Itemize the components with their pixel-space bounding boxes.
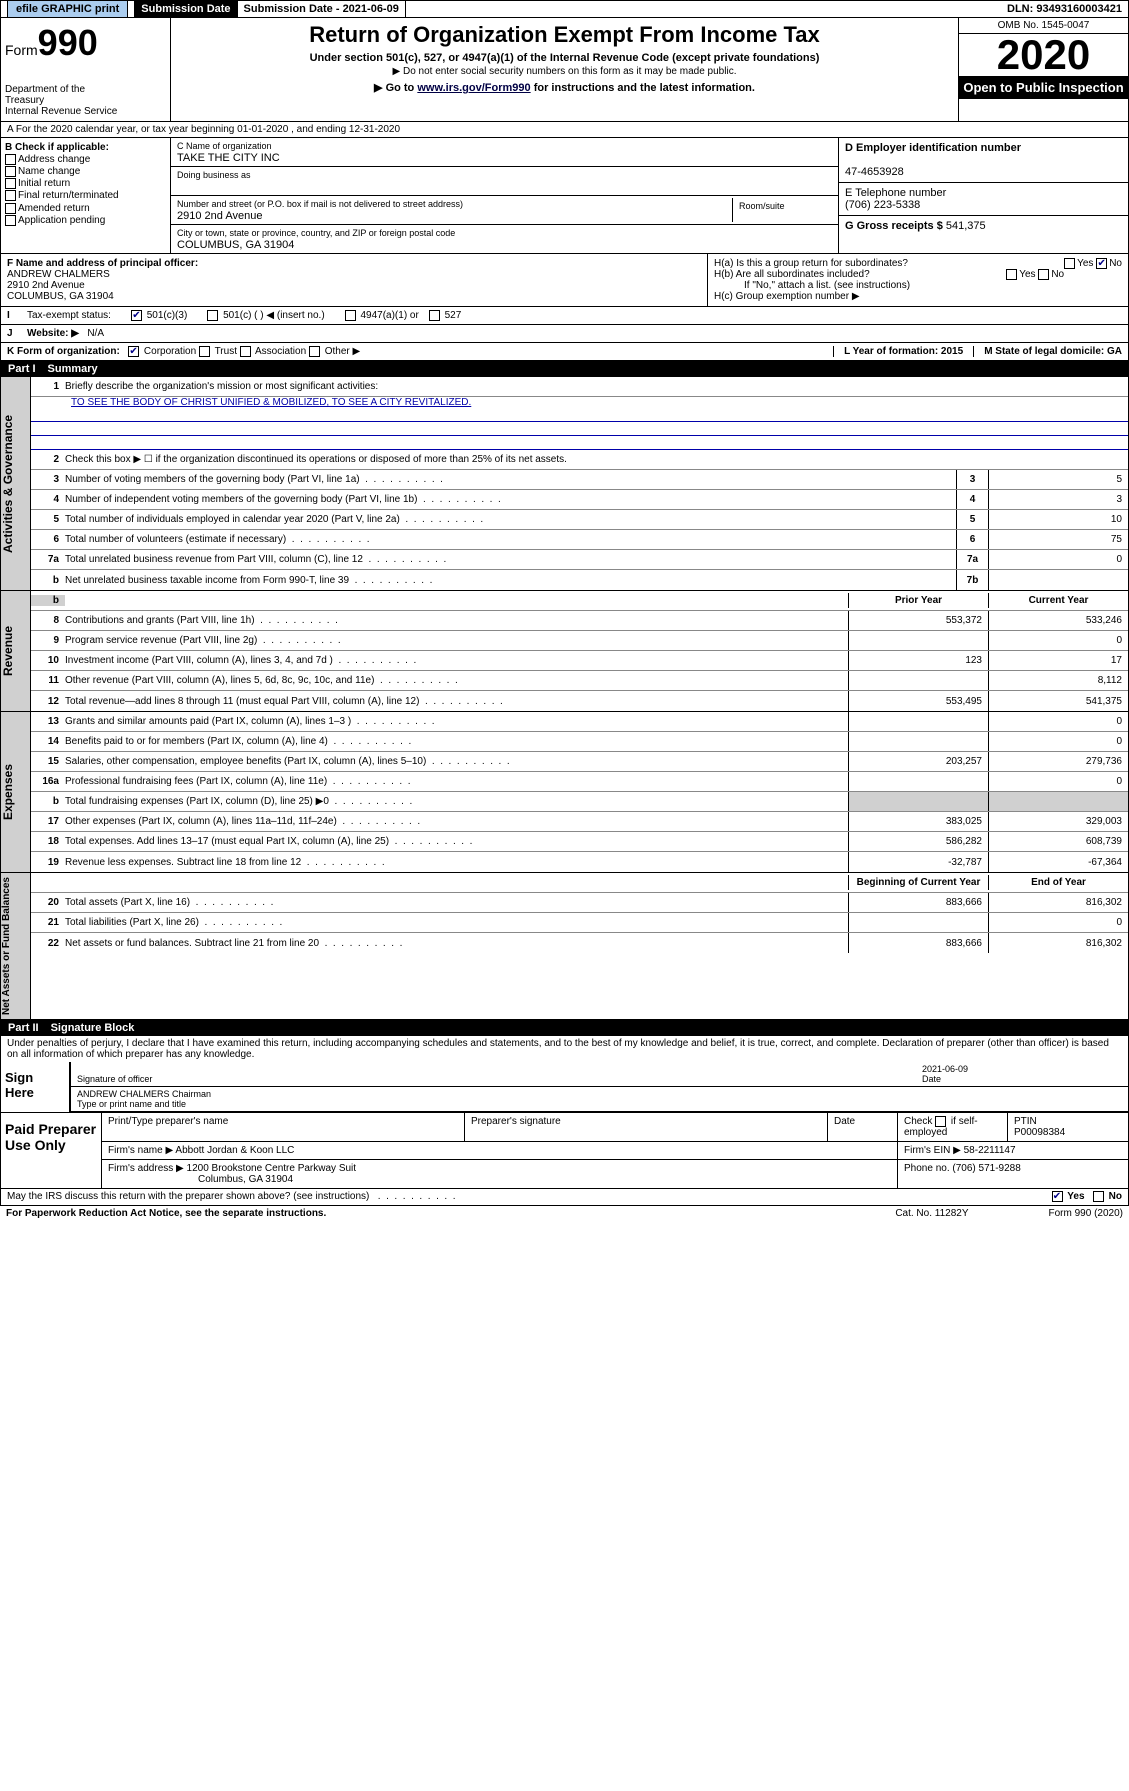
dept-treasury: Department of theTreasuryInternal Revenu… — [5, 84, 166, 117]
firm-name: Abbott Jordan & Koon LLC — [175, 1145, 294, 1156]
org-city: COLUMBUS, GA 31904 — [177, 239, 294, 251]
expenses-section: Expenses 13Grants and similar amounts pa… — [0, 712, 1129, 873]
subtitle-2: ▶ Do not enter social security numbers o… — [175, 66, 954, 77]
dln: DLN: 93493160003421 — [1001, 1, 1128, 17]
section-b: B Check if applicable: Address change Na… — [1, 138, 171, 253]
expense-row: 18Total expenses. Add lines 13–17 (must … — [31, 832, 1128, 852]
gov-row: 3Number of voting members of the governi… — [31, 470, 1128, 490]
form-number: Form990 — [5, 22, 166, 64]
ptin: P00098384 — [1014, 1127, 1065, 1138]
signature-block: Under penalties of perjury, I declare th… — [0, 1036, 1129, 1189]
tax-year: 2020 — [959, 34, 1128, 76]
gov-row: bNet unrelated business taxable income f… — [31, 570, 1128, 590]
row-f-h: F Name and address of principal officer:… — [0, 254, 1129, 307]
expense-row: 15Salaries, other compensation, employee… — [31, 752, 1128, 772]
section-d-e-g: D Employer identification number47-46539… — [838, 138, 1128, 253]
revenue-row: 12Total revenue—add lines 8 through 11 (… — [31, 691, 1128, 711]
expense-row: 14Benefits paid to or for members (Part … — [31, 732, 1128, 752]
revenue-section: Revenue bPrior YearCurrent Year 8Contrib… — [0, 591, 1129, 712]
submission-date: Submission Date - 2021-06-09 — [238, 1, 406, 17]
open-to-public: Open to Public Inspection — [959, 76, 1128, 99]
gov-row: 4Number of independent voting members of… — [31, 490, 1128, 510]
form-title: Return of Organization Exempt From Incom… — [175, 22, 954, 48]
footer: For Paperwork Reduction Act Notice, see … — [0, 1206, 1129, 1221]
gov-row: 5Total number of individuals employed in… — [31, 510, 1128, 530]
expense-row: 19Revenue less expenses. Subtract line 1… — [31, 852, 1128, 872]
revenue-row: 9Program service revenue (Part VIII, lin… — [31, 631, 1128, 651]
mission-text: TO SEE THE BODY OF CHRIST UNIFIED & MOBI… — [31, 397, 1128, 408]
gov-row: 7aTotal unrelated business revenue from … — [31, 550, 1128, 570]
part-1-header: Part I Summary — [0, 361, 1129, 377]
revenue-row: 10Investment income (Part VIII, column (… — [31, 651, 1128, 671]
expense-row: 13Grants and similar amounts paid (Part … — [31, 712, 1128, 732]
netasset-row: 20Total assets (Part X, line 16)883,6668… — [31, 893, 1128, 913]
block-b-to-g: B Check if applicable: Address change Na… — [0, 138, 1129, 254]
telephone: (706) 223-5338 — [845, 199, 920, 211]
discuss-with-preparer: May the IRS discuss this return with the… — [0, 1189, 1129, 1205]
netasset-row: 21Total liabilities (Part X, line 26)0 — [31, 913, 1128, 933]
netasset-row: 22Net assets or fund balances. Subtract … — [31, 933, 1128, 953]
firm-ein: 58-2211147 — [964, 1145, 1016, 1156]
section-f: F Name and address of principal officer:… — [1, 254, 708, 306]
subtitle-1: Under section 501(c), 527, or 4947(a)(1)… — [175, 52, 954, 64]
expense-row: bTotal fundraising expenses (Part IX, co… — [31, 792, 1128, 812]
row-j-website: J Website: ▶ N/A — [0, 325, 1129, 343]
expense-row: 16aProfessional fundraising fees (Part I… — [31, 772, 1128, 792]
efile-button[interactable]: efile GRAPHIC print — [7, 0, 128, 18]
firm-phone: (706) 571-9288 — [952, 1163, 1020, 1174]
org-address: 2910 2nd Avenue — [177, 210, 262, 222]
revenue-row: 11Other revenue (Part VIII, column (A), … — [31, 671, 1128, 691]
row-k-form-org: K Form of organization: Corporation Trus… — [0, 343, 1129, 361]
section-h: H(a) Is this a group return for subordin… — [708, 254, 1128, 306]
gross-receipts: 541,375 — [946, 220, 986, 232]
section-c: C Name of organizationTAKE THE CITY INC … — [171, 138, 838, 253]
row-a-tax-year: A For the 2020 calendar year, or tax yea… — [0, 122, 1129, 138]
netassets-section: Net Assets or Fund Balances Beginning of… — [0, 873, 1129, 1020]
row-i-tax-exempt: I Tax-exempt status: 501(c)(3) 501(c) ( … — [0, 307, 1129, 325]
form-header: Form990 Department of theTreasuryInterna… — [0, 18, 1129, 122]
sign-here-label: Sign Here — [1, 1062, 71, 1112]
governance-section: Activities & Governance 1Briefly describ… — [0, 377, 1129, 591]
ein: 47-4653928 — [845, 166, 904, 178]
irs-link[interactable]: www.irs.gov/Form990 — [417, 82, 530, 94]
paid-preparer-label: Paid Preparer Use Only — [1, 1113, 101, 1188]
top-bar: efile GRAPHIC print Submission Date Subm… — [0, 0, 1129, 18]
gov-row: 6Total number of volunteers (estimate if… — [31, 530, 1128, 550]
revenue-row: 8Contributions and grants (Part VIII, li… — [31, 611, 1128, 631]
part-2-header: Part II Signature Block — [0, 1020, 1129, 1036]
org-name: TAKE THE CITY INC — [177, 152, 280, 164]
subtitle-3: ▶ Go to www.irs.gov/Form990 for instruct… — [175, 81, 954, 94]
submission-date-label: Submission Date — [135, 1, 237, 17]
expense-row: 17Other expenses (Part IX, column (A), l… — [31, 812, 1128, 832]
